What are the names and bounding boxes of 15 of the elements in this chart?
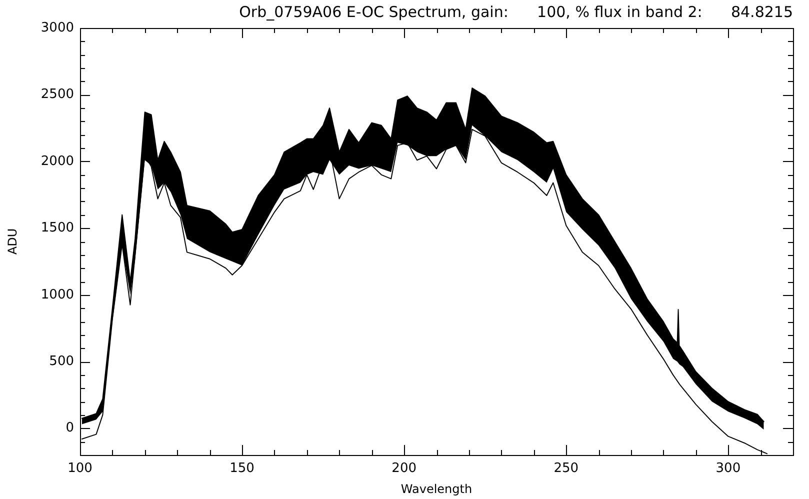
x-tick-label: 150 [230, 461, 254, 476]
y-tick-label: 500 [49, 354, 74, 369]
x-tick-label: 100 [68, 461, 92, 476]
chart-title: Orb_0759A06 E-OC Spectrum, gain: 100, % flux in band 2: 84.8215 [239, 2, 793, 21]
y-tick-label: 2500 [40, 87, 74, 102]
y-tick-label: 2000 [40, 154, 74, 169]
x-tick-label: 200 [392, 461, 417, 476]
x-tick-label: 250 [554, 461, 579, 476]
y-tick-label: 1500 [40, 220, 74, 236]
x-axis-title: Wavelength [400, 482, 472, 496]
x-tick-label: 300 [716, 461, 741, 476]
y-tick-label: 1000 [40, 287, 74, 302]
y-tick-label: 3000 [40, 20, 74, 36]
y-tick-label: 0 [66, 420, 74, 436]
y-axis-title: ADU [5, 228, 20, 255]
